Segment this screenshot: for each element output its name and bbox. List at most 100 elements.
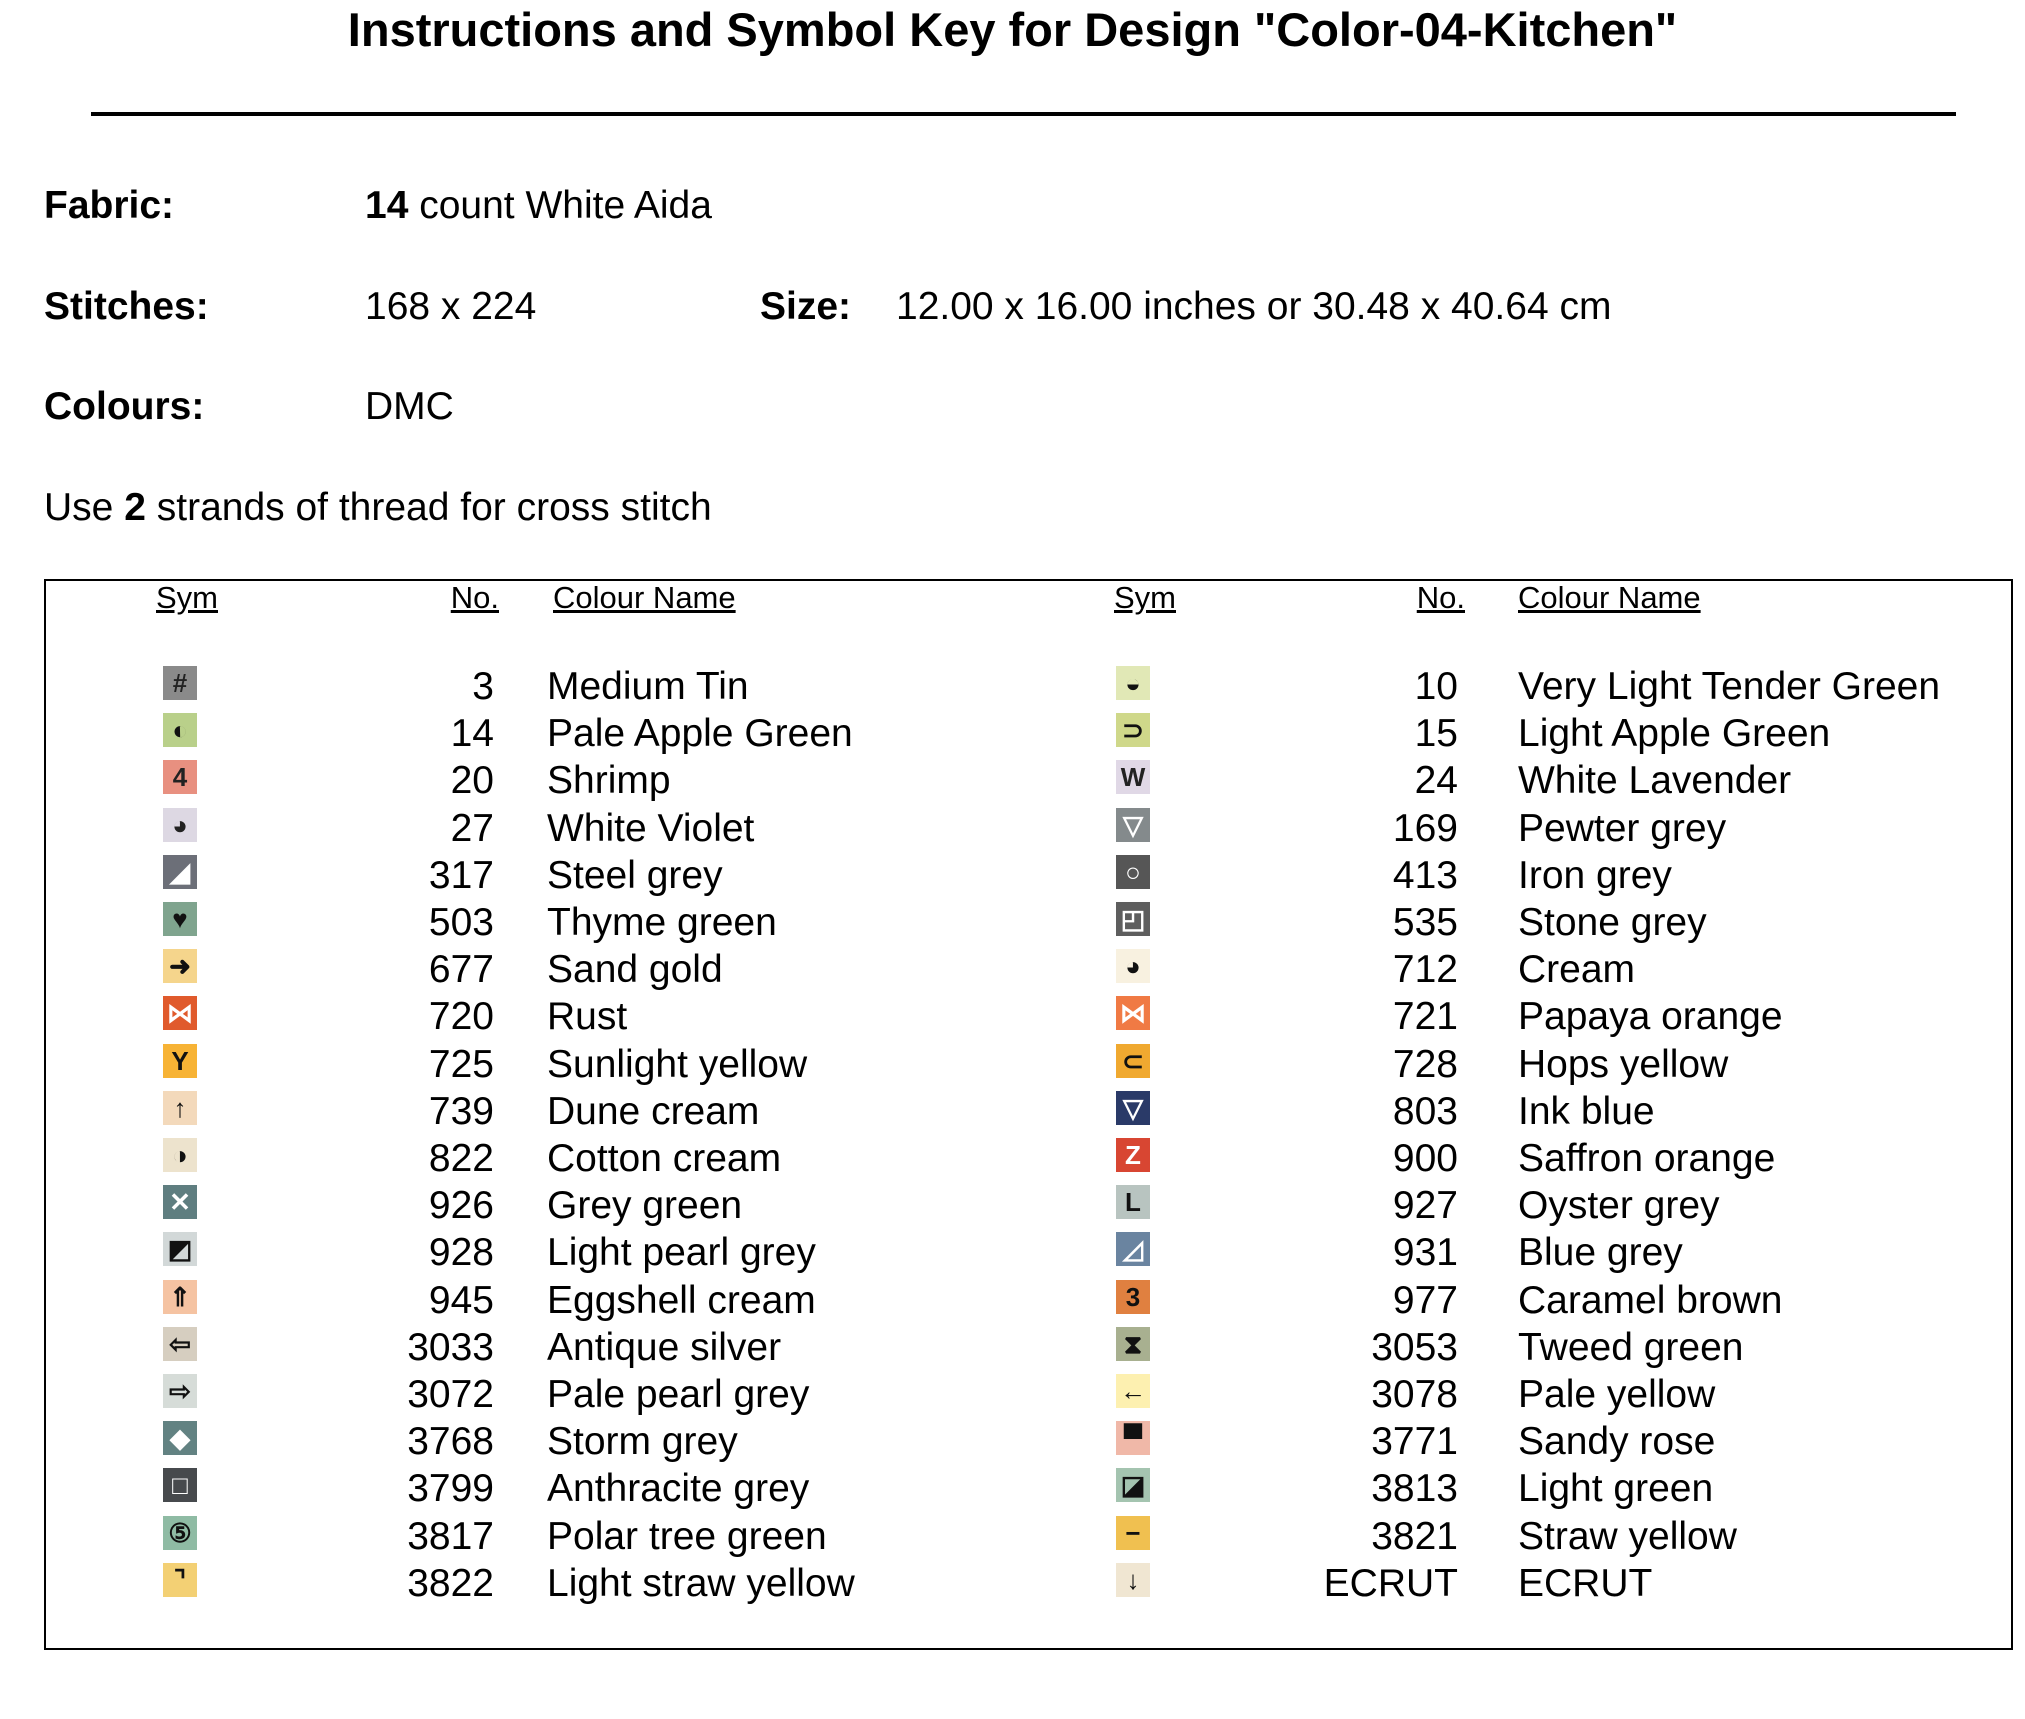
colour-name: Antique silver: [547, 1325, 782, 1369]
header-name: Colour Name: [553, 580, 736, 615]
colour-name: Hops yellow: [1518, 1042, 1729, 1086]
symbol-swatch: ⋈: [163, 996, 197, 1031]
colour-name: Pale pearl grey: [547, 1373, 810, 1416]
symbol-swatch: ◕: [163, 807, 197, 842]
symbol-swatch: ⌝: [163, 1562, 197, 1597]
colour-number: 926: [428, 1184, 494, 1228]
colour-name: Pale Apple Green: [547, 712, 853, 756]
colour-number: 14: [450, 712, 494, 756]
colour-number: 503: [428, 901, 494, 944]
symbol-swatch: ←: [1116, 1374, 1150, 1408]
colour-name: Saffron orange: [1518, 1137, 1776, 1180]
symbol-swatch: ⑤: [163, 1515, 197, 1550]
title-rule: [91, 112, 1956, 116]
fabric-label: Fabric:: [44, 184, 175, 227]
colour-number: 725: [428, 1042, 494, 1086]
colour-number: 677: [428, 948, 494, 992]
symbol-swatch: ⊃: [1116, 713, 1150, 748]
symbol-swatch: 3: [1116, 1279, 1150, 1314]
colour-number: 3822: [407, 1561, 494, 1605]
symbol-key-table: [44, 579, 2013, 1650]
colour-number: 803: [1392, 1089, 1458, 1133]
colour-name: Sandy rose: [1518, 1420, 1716, 1464]
colour-name: Light pearl grey: [547, 1231, 816, 1275]
colour-name: Very Light Tender Green: [1518, 665, 1941, 708]
colour-name: Shrimp: [547, 759, 671, 803]
stitches-value: 168 x 224: [365, 285, 537, 328]
colour-number: 739: [428, 1089, 494, 1133]
colour-number: 10: [1414, 665, 1458, 708]
colour-number: 3033: [407, 1325, 494, 1369]
colour-name: Caramel brown: [1518, 1278, 1783, 1322]
colour-number: 945: [428, 1278, 494, 1322]
colour-number: 3053: [1371, 1325, 1458, 1369]
symbol-swatch: ⊂: [1116, 1043, 1150, 1078]
colours-value: DMC: [365, 385, 454, 428]
symbol-swatch: ▽: [1116, 807, 1150, 842]
header-sym: Sym: [1114, 580, 1176, 615]
symbol-swatch: ⇨: [163, 1374, 197, 1408]
colour-name: Cotton cream: [547, 1137, 782, 1180]
symbol-swatch: ◕: [1116, 949, 1150, 984]
symbol-swatch: ◩: [163, 1232, 197, 1267]
symbol-swatch: ⧗: [1116, 1326, 1150, 1361]
colour-number: 3072: [407, 1373, 494, 1416]
colour-name: Dune cream: [547, 1089, 760, 1133]
colour-number: ECRUT: [1323, 1561, 1458, 1605]
colour-number: 3821: [1371, 1514, 1458, 1558]
note-text: strands of thread for cross stitch: [145, 486, 712, 529]
colour-number: 3771: [1371, 1420, 1458, 1464]
symbol-swatch: #: [163, 666, 197, 700]
colour-number: 535: [1392, 901, 1458, 944]
title: Instructions and Symbol Key for Design "…: [347, 3, 1678, 56]
colour-name: Sand gold: [547, 948, 723, 992]
symbol-swatch: ◑: [163, 1138, 197, 1172]
colours-label: Colours:: [44, 385, 205, 428]
colour-name: White Lavender: [1518, 759, 1792, 803]
colour-number: 721: [1392, 995, 1458, 1039]
fabric-count: 14: [365, 184, 409, 227]
symbol-swatch: Z: [1116, 1138, 1150, 1172]
colour-number: 3813: [1371, 1467, 1458, 1511]
colour-number: 169: [1392, 806, 1458, 850]
symbol-swatch: ▀: [1116, 1421, 1150, 1456]
colour-number: 900: [1392, 1137, 1458, 1180]
colour-name: Thyme green: [547, 901, 777, 944]
note-count: 2: [124, 486, 146, 529]
colour-number: 3: [472, 665, 494, 708]
symbol-swatch: ◪: [1116, 1468, 1150, 1503]
colour-name: Light green: [1518, 1467, 1714, 1511]
colour-name: Rust: [547, 995, 628, 1039]
colour-number: 24: [1414, 759, 1458, 803]
symbol-swatch: L: [1116, 1185, 1150, 1220]
symbol-swatch: ◢: [163, 854, 197, 889]
colour-name: Straw yellow: [1518, 1514, 1737, 1558]
colour-name: Papaya orange: [1518, 995, 1783, 1039]
symbol-swatch: W: [1116, 760, 1150, 795]
colour-name: Oyster grey: [1518, 1184, 1720, 1228]
colour-number: 977: [1392, 1278, 1458, 1322]
symbol-swatch: ○: [1116, 854, 1150, 889]
colour-name: Light straw yellow: [547, 1561, 855, 1605]
symbol-swatch: 4: [163, 760, 197, 795]
colour-number: 927: [1392, 1184, 1458, 1228]
colour-name: Ink blue: [1518, 1089, 1655, 1133]
fabric-value: 14 count White Aida: [365, 186, 712, 225]
size-label: Size:: [760, 285, 852, 328]
fabric-text: count White Aida: [408, 184, 712, 227]
symbol-swatch: ◰: [1116, 902, 1150, 936]
symbol-swatch: ⇑: [163, 1279, 197, 1314]
symbol-swatch: ◆: [163, 1421, 197, 1456]
colour-name: ECRUT: [1518, 1561, 1653, 1605]
symbol-swatch: ✕: [163, 1185, 197, 1220]
colour-name: Steel grey: [547, 853, 723, 897]
colour-number: 3799: [407, 1467, 494, 1511]
colour-number: 3768: [407, 1420, 494, 1464]
symbol-swatch: Y: [163, 1043, 197, 1078]
colour-number: 728: [1392, 1042, 1458, 1086]
symbol-swatch: ⇦: [163, 1326, 197, 1361]
colour-name: Pale yellow: [1518, 1373, 1716, 1416]
colour-number: 413: [1392, 853, 1458, 897]
colour-name: Blue grey: [1518, 1231, 1683, 1275]
